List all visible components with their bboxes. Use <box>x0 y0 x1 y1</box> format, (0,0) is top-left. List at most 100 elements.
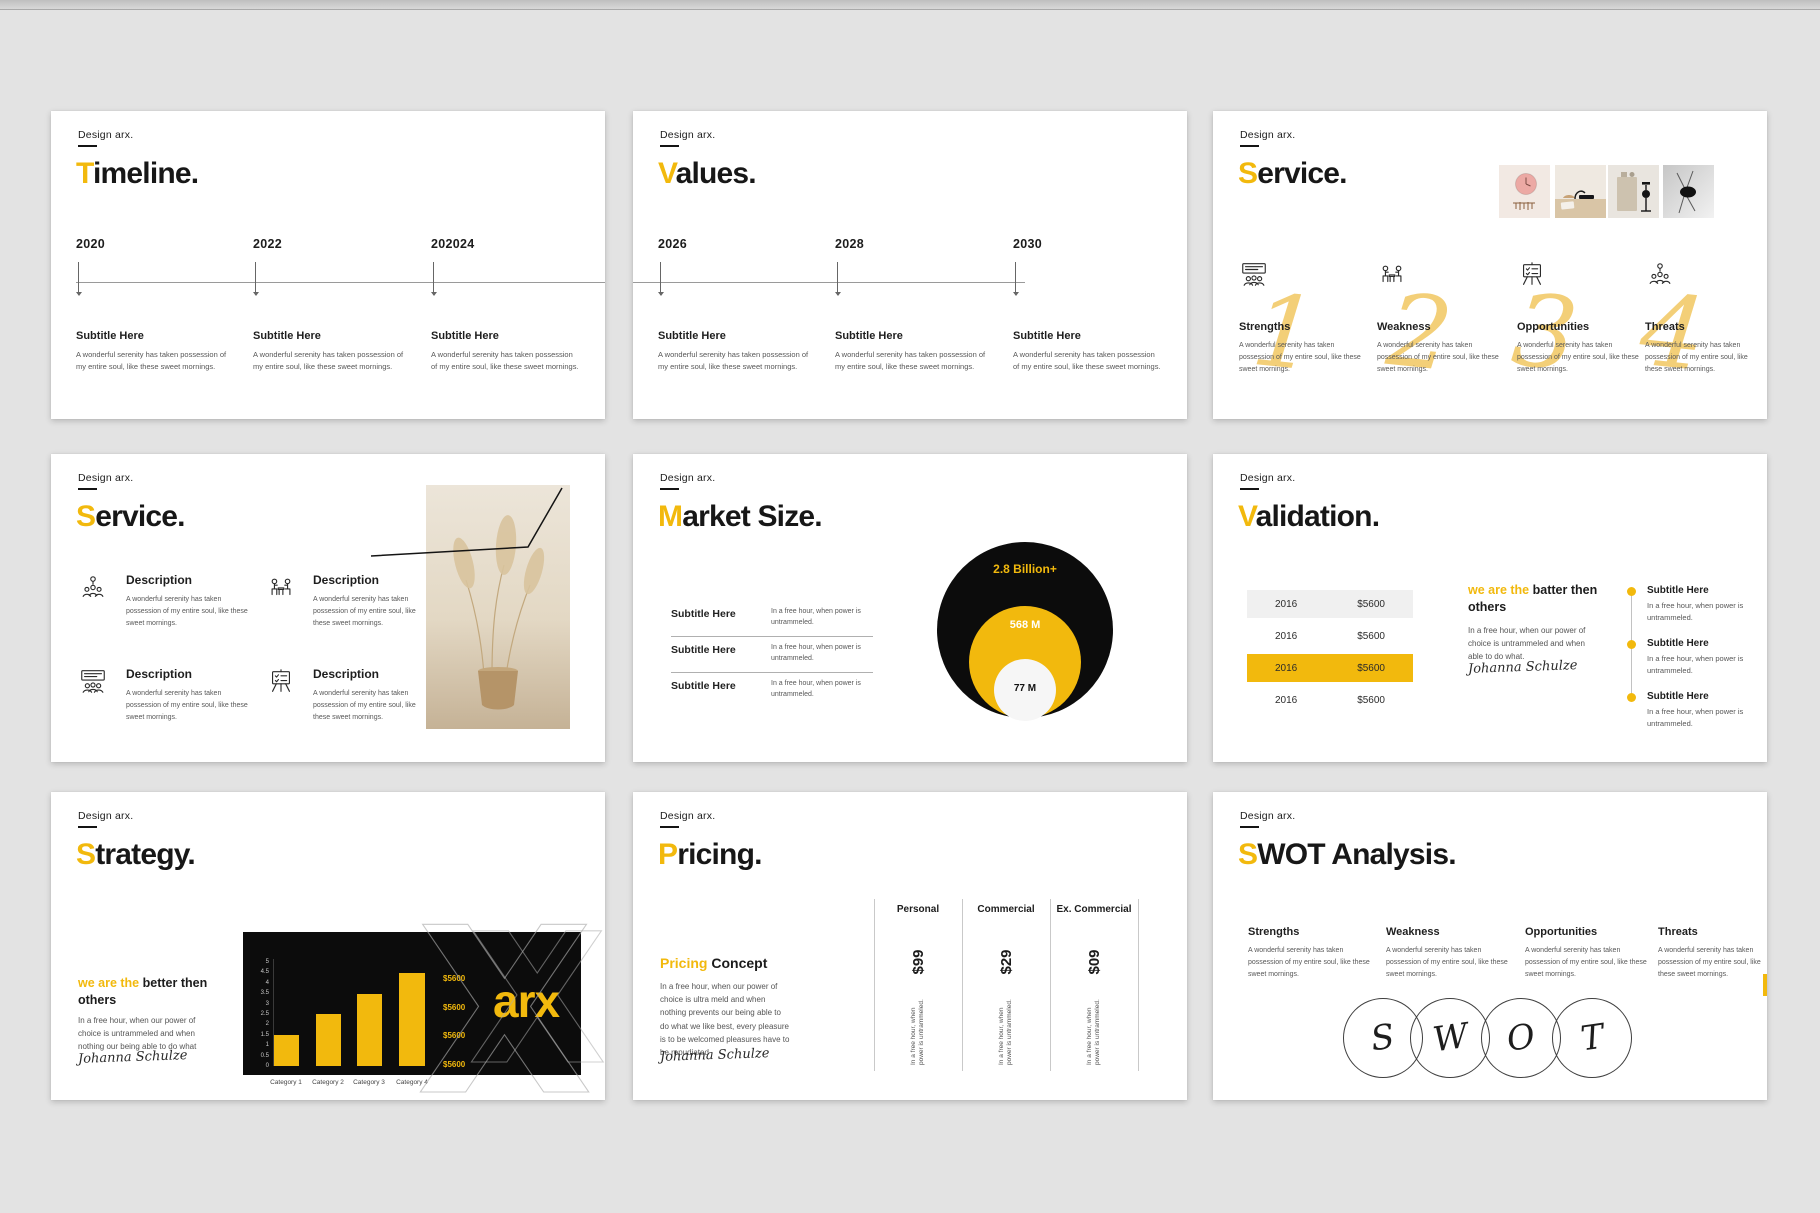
milestone-body: A wonderful serenity has taken possessio… <box>1013 350 1161 372</box>
slide-service-detail[interactable]: Design arx. Service. Description A wonde… <box>51 454 605 762</box>
y-tick: 3.5 <box>260 990 269 996</box>
table-row-highlighted: 2016 $5600 <box>1247 654 1413 682</box>
signature: Johanna Schulze <box>659 1046 770 1065</box>
milestone-subtitle: Subtitle Here <box>431 330 499 342</box>
market-circle-outer-label: 2.8 Billion+ <box>993 562 1057 576</box>
table-year: 2016 <box>1275 598 1298 610</box>
plan-price: $09 <box>1086 949 1103 975</box>
milestone-year: 2026 <box>658 237 688 251</box>
swot-circle-o: O <box>1481 998 1561 1078</box>
easel-checklist-icon <box>1517 259 1547 289</box>
bar-category-3 <box>357 994 382 1066</box>
timeline-dot <box>1627 587 1636 596</box>
down-arrow-icon <box>430 262 437 296</box>
market-circle-inner: 77 M <box>994 659 1056 721</box>
timeline-subtitle: Subtitle Here <box>1647 691 1709 702</box>
page-title: Service. <box>1238 157 1348 190</box>
category-body: A wonderful serenity has taken possessio… <box>1248 947 1370 978</box>
timeline-subtitle: Subtitle Here <box>1647 638 1709 649</box>
table-value: $5600 <box>1357 694 1385 706</box>
slide-pricing[interactable]: Design arx. Pricing. Pricing Concept In … <box>633 792 1187 1100</box>
slide-validation[interactable]: Design arx. Validation. 2016 $5600 2016 … <box>1213 454 1767 762</box>
brand-logo: Design arx. <box>660 472 715 490</box>
window-top-edge <box>0 0 1820 10</box>
signature: Johanna Schulze <box>1467 658 1578 677</box>
accent-edge-marker <box>1763 974 1767 996</box>
category-heading: Strengths <box>1248 926 1300 938</box>
easel-checklist-icon <box>266 666 296 696</box>
market-circle-inner-label: 77 M <box>1013 683 1037 694</box>
table-row: 2016 $5600 <box>1247 622 1413 650</box>
y-tick: 0.5 <box>260 1053 269 1059</box>
milestone-year: 202024 <box>431 237 475 251</box>
page-title: Pricing. <box>658 838 762 871</box>
y-tick: 2 <box>265 1021 269 1027</box>
bar-chart-panel: 5 4.5 4 3.5 3 2.5 2 1.5 1 0.5 0 $5600 $5… <box>243 932 581 1075</box>
y-tick: 1.5 <box>260 1032 269 1038</box>
y-tick: 5 <box>265 959 269 965</box>
timeline-dot <box>1627 640 1636 649</box>
plan-note: In a free hour, when power is untrammele… <box>1086 999 1102 1065</box>
description-body: A wonderful serenity has taken possessio… <box>126 690 248 721</box>
category-heading: Weakness <box>1386 926 1440 938</box>
team-idea-icon <box>78 572 108 602</box>
down-arrow-icon <box>252 262 259 296</box>
category-heading: Weakness <box>1377 321 1431 333</box>
slide-market-size[interactable]: Design arx. Market Size. Subtitle Here I… <box>633 454 1187 762</box>
category-body: A wonderful serenity has taken possessio… <box>1517 342 1639 373</box>
x-axis-label: Category 4 <box>396 1079 428 1086</box>
table-value: $5600 <box>1357 630 1385 642</box>
bar-category-4 <box>399 973 425 1066</box>
milestone-year: 2020 <box>76 237 106 251</box>
milestone-subtitle: Subtitle Here <box>835 330 903 342</box>
meeting-table-icon <box>1377 259 1407 289</box>
down-arrow-icon <box>75 262 82 296</box>
audience-presentation-icon <box>1239 259 1269 289</box>
decorative-angle-line <box>370 487 563 557</box>
audience-presentation-icon <box>78 666 108 696</box>
photo-pink-wall-clock <box>1499 165 1550 218</box>
table-year: 2016 <box>1275 694 1298 706</box>
headline: we are the batter then others <box>1468 583 1598 614</box>
slide-swot[interactable]: Design arx. SWOT Analysis. Strengths Wea… <box>1213 792 1767 1100</box>
bar-category-1 <box>274 1035 299 1066</box>
y-tick: 3 <box>265 1001 269 1007</box>
slide-service-overview[interactable]: Design arx. Service. 1 2 3 4 Strengths W… <box>1213 111 1767 419</box>
down-arrow-icon <box>1012 262 1019 296</box>
photo-black-designer-chair <box>1663 165 1714 218</box>
market-row-subtitle: Subtitle Here <box>671 608 736 620</box>
swot-circle-t: T <box>1552 998 1632 1078</box>
slide-strategy[interactable]: Design arx. Strategy. we are the better … <box>51 792 606 1100</box>
timeline-note: In a free hour, when power is untrammele… <box>1647 707 1744 728</box>
down-arrow-icon <box>834 262 841 296</box>
milestone-body: A wonderful serenity has taken possessio… <box>835 350 986 372</box>
y-tick: 1 <box>265 1042 269 1048</box>
market-row-note: In a free hour, when power is untrammele… <box>771 608 861 627</box>
brand-logo: Design arx. <box>78 810 133 828</box>
milestone-year: 2028 <box>835 237 865 251</box>
brand-logo: Design arx. <box>78 472 133 490</box>
description-body: A wonderful serenity has taken possessio… <box>313 690 416 721</box>
milestone-body: A wonderful serenity has taken possessio… <box>431 350 579 372</box>
swot-circle-w: W <box>1410 998 1490 1078</box>
slide-timeline[interactable]: Design arx. Timeline. 2020 2022 202024 S… <box>51 111 605 419</box>
timeline-dot <box>1627 693 1636 702</box>
x-axis-label: Category 3 <box>353 1079 385 1086</box>
plan-price: $99 <box>910 949 927 975</box>
category-heading: Strengths <box>1239 321 1291 333</box>
plan-price: $29 <box>998 949 1015 975</box>
milestone-subtitle: Subtitle Here <box>1013 330 1081 342</box>
plan-name: Personal <box>896 904 940 915</box>
plan-note: In a free hour, when power is untrammele… <box>998 999 1014 1065</box>
slide-values[interactable]: Design arx. Values. 2026 2028 2030 Subti… <box>633 111 1187 419</box>
table-value: $5600 <box>1357 598 1385 610</box>
market-row-subtitle: Subtitle Here <box>671 680 736 692</box>
page-title: SWOT Analysis. <box>1238 838 1457 871</box>
market-row-note: In a free hour, when power is untrammele… <box>771 680 861 699</box>
category-heading: Threats <box>1645 321 1685 333</box>
description-body: A wonderful serenity has taken possessio… <box>126 596 248 627</box>
market-row: Subtitle Here In a free hour, when power… <box>671 672 873 708</box>
photo-desk-with-lamp <box>1555 165 1606 218</box>
category-body: A wonderful serenity has taken possessio… <box>1658 947 1761 978</box>
market-row: Subtitle Here In a free hour, when power… <box>671 600 873 637</box>
